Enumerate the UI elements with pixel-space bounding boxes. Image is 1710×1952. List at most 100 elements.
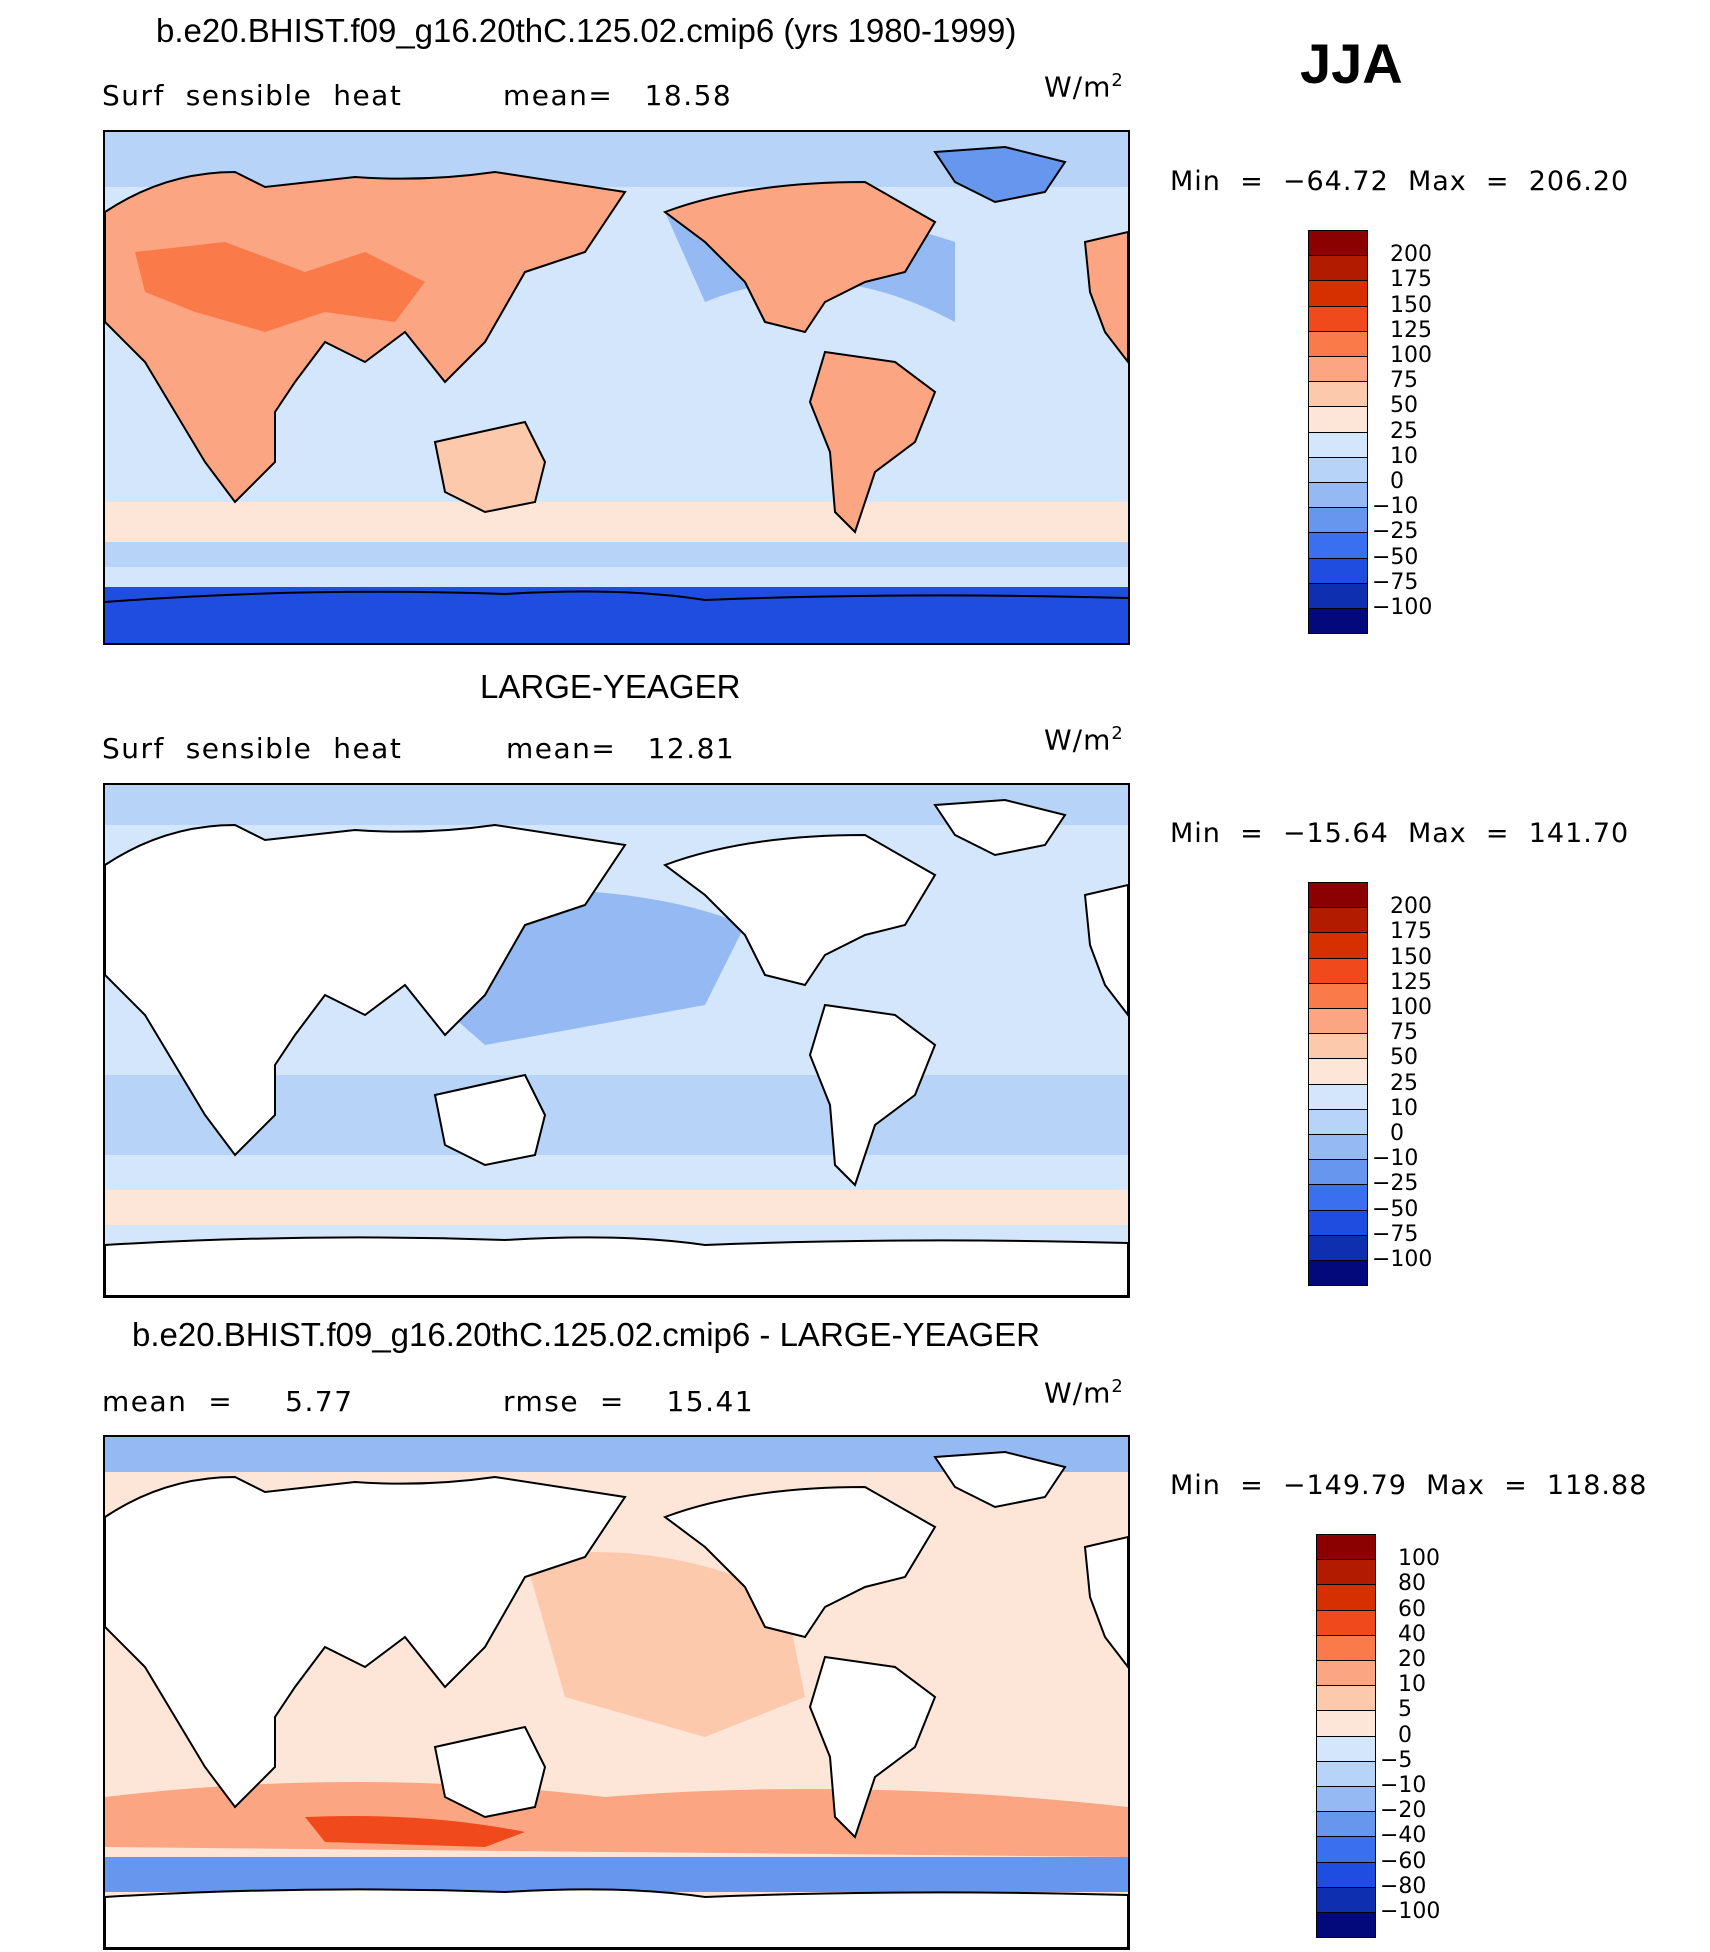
antarctica-landmass	[105, 1236, 1128, 1296]
colorbar-tick-label: 75	[1390, 368, 1418, 394]
colorbar-swatch	[1308, 1033, 1368, 1060]
colorbar-swatch	[1308, 932, 1368, 959]
colorbar-tick-label: 50	[1390, 1045, 1418, 1071]
panel-1-map-svg	[105, 132, 1128, 643]
colorbar-swatch	[1316, 1584, 1376, 1611]
panel-3-rmse-label: rmse = 15.41	[503, 1385, 755, 1418]
colorbar-tick-label: 75	[1390, 1020, 1418, 1046]
panel-3-title: b.e20.BHIST.f09_g16.20thC.125.02.cmip6 -…	[132, 1316, 1040, 1353]
panel-3-map	[103, 1435, 1130, 1950]
colorbar-swatch	[1308, 907, 1368, 934]
colorbar-swatch	[1316, 1710, 1376, 1737]
colorbar-swatch	[1308, 1159, 1368, 1186]
colorbar-tick-label: −75	[1372, 569, 1419, 595]
australia-landmass	[433, 1725, 547, 1819]
antarctic-cool-band	[105, 1857, 1128, 1892]
colorbar-swatch	[1316, 1912, 1376, 1939]
warm-desert-region	[135, 242, 425, 332]
west-africa-edge	[1083, 1535, 1128, 1669]
colorbar-swatch	[1308, 456, 1368, 483]
colorbar-tick-label: 100	[1390, 995, 1432, 1020]
colorbar-swatch	[1308, 330, 1368, 357]
west-africa-edge	[1083, 883, 1128, 1017]
colorbar-tick-label: 200	[1390, 242, 1432, 268]
colorbar-swatch	[1316, 1660, 1376, 1687]
colorbar-tick-label: 10	[1390, 1095, 1418, 1121]
colorbar-swatch	[1316, 1685, 1376, 1712]
panel-3-minmax: Min = −149.79 Max = 118.88	[1170, 1470, 1648, 1501]
colorbar-tick-label: −60	[1380, 1848, 1427, 1874]
greenland-landmass	[933, 798, 1067, 857]
colorbar-swatch	[1316, 1559, 1376, 1586]
pacific-warm-region	[525, 1552, 805, 1737]
colorbar-swatch	[1308, 1234, 1368, 1261]
colorbar-swatch	[1308, 1260, 1368, 1287]
colorbar-swatch	[1308, 957, 1368, 984]
colorbar-swatch	[1316, 1634, 1376, 1661]
colorbar-swatch	[1316, 1886, 1376, 1913]
panel-3-mean-label: mean = 5.77	[102, 1385, 354, 1418]
panel-1-units: W/m2	[1044, 70, 1124, 104]
antarctic-coastline	[105, 590, 1128, 603]
colorbar-swatch	[1308, 1184, 1368, 1211]
panel-2-title: LARGE-YEAGER	[480, 668, 741, 705]
colorbar-tick-label: 175	[1390, 267, 1432, 293]
colorbar-swatch	[1308, 305, 1368, 332]
colorbar-tick-label: −25	[1372, 1171, 1419, 1197]
panel-1-mean-label: mean= 18.58	[503, 79, 733, 112]
colorbar-tick-label: −5	[1380, 1747, 1413, 1773]
colorbar-swatch	[1316, 1609, 1376, 1636]
panel-1-variable-label: Surf sensible heat	[102, 79, 403, 112]
colorbar-swatch	[1308, 1083, 1368, 1110]
colorbar-swatch	[1308, 406, 1368, 433]
colorbar-tick-label: 25	[1390, 418, 1418, 444]
colorbar-swatch	[1308, 356, 1368, 383]
panel-1-map	[103, 130, 1130, 645]
colorbar-swatch	[1316, 1836, 1376, 1863]
colorbar-swatch	[1308, 532, 1368, 559]
north-america-landmass	[662, 180, 937, 334]
colorbar-tick-label: 40	[1398, 1621, 1426, 1647]
colorbar-tick-label: 60	[1398, 1596, 1426, 1622]
panel-2-minmax: Min = −15.64 Max = 141.70	[1170, 818, 1630, 849]
panel-2-units: W/m2	[1044, 723, 1124, 757]
colorbar-swatch	[1308, 557, 1368, 584]
colorbar-tick-label: −80	[1380, 1873, 1427, 1899]
colorbar-swatch	[1316, 1760, 1376, 1787]
colorbar-swatch	[1308, 882, 1368, 909]
panel-3-map-svg	[105, 1437, 1128, 1948]
panel-1-minmax: Min = −64.72 Max = 206.20	[1170, 166, 1630, 197]
colorbar-swatch	[1316, 1861, 1376, 1888]
colorbar-tick-label: 150	[1390, 292, 1432, 318]
colorbar-swatch	[1308, 982, 1368, 1009]
colorbar-swatch	[1308, 1209, 1368, 1236]
australia-landmass	[433, 1073, 547, 1167]
colorbar-tick-label: 100	[1398, 1546, 1440, 1572]
eurasia-africa-landmass	[105, 1475, 627, 1809]
colorbar-tick-label: 20	[1398, 1647, 1426, 1672]
colorbar-swatch	[1316, 1786, 1376, 1813]
colorbar-tick-label: 25	[1390, 1070, 1418, 1096]
colorbar-tick-label: 125	[1390, 969, 1432, 995]
colorbar-tick-label: 175	[1390, 919, 1432, 945]
colorbar-swatch	[1316, 1534, 1376, 1561]
colorbar-tick-label: −20	[1380, 1798, 1427, 1824]
colorbar-tick-label: 125	[1390, 317, 1432, 343]
colorbar-tick-label: −100	[1372, 1247, 1433, 1272]
colorbar-swatch	[1308, 431, 1368, 458]
colorbar-tick-label: −50	[1372, 544, 1419, 570]
colorbar-swatch	[1316, 1735, 1376, 1762]
colorbar-swatch	[1308, 582, 1368, 609]
season-label: JJA	[1300, 32, 1403, 95]
greenland-landmass	[933, 1450, 1067, 1509]
west-africa-edge	[1083, 230, 1128, 364]
panel-2-map	[103, 783, 1130, 1298]
colorbar-tick-label: −10	[1380, 1773, 1427, 1798]
southern-ocean-band-2	[105, 542, 1128, 567]
colorbar-swatch	[1308, 1008, 1368, 1035]
colorbar-swatch	[1308, 482, 1368, 509]
south-america-landmass	[808, 350, 937, 534]
colorbar-swatch	[1308, 1058, 1368, 1085]
colorbar-tick-label: 50	[1390, 393, 1418, 419]
panel-2-variable-label: Surf sensible heat	[102, 732, 403, 765]
